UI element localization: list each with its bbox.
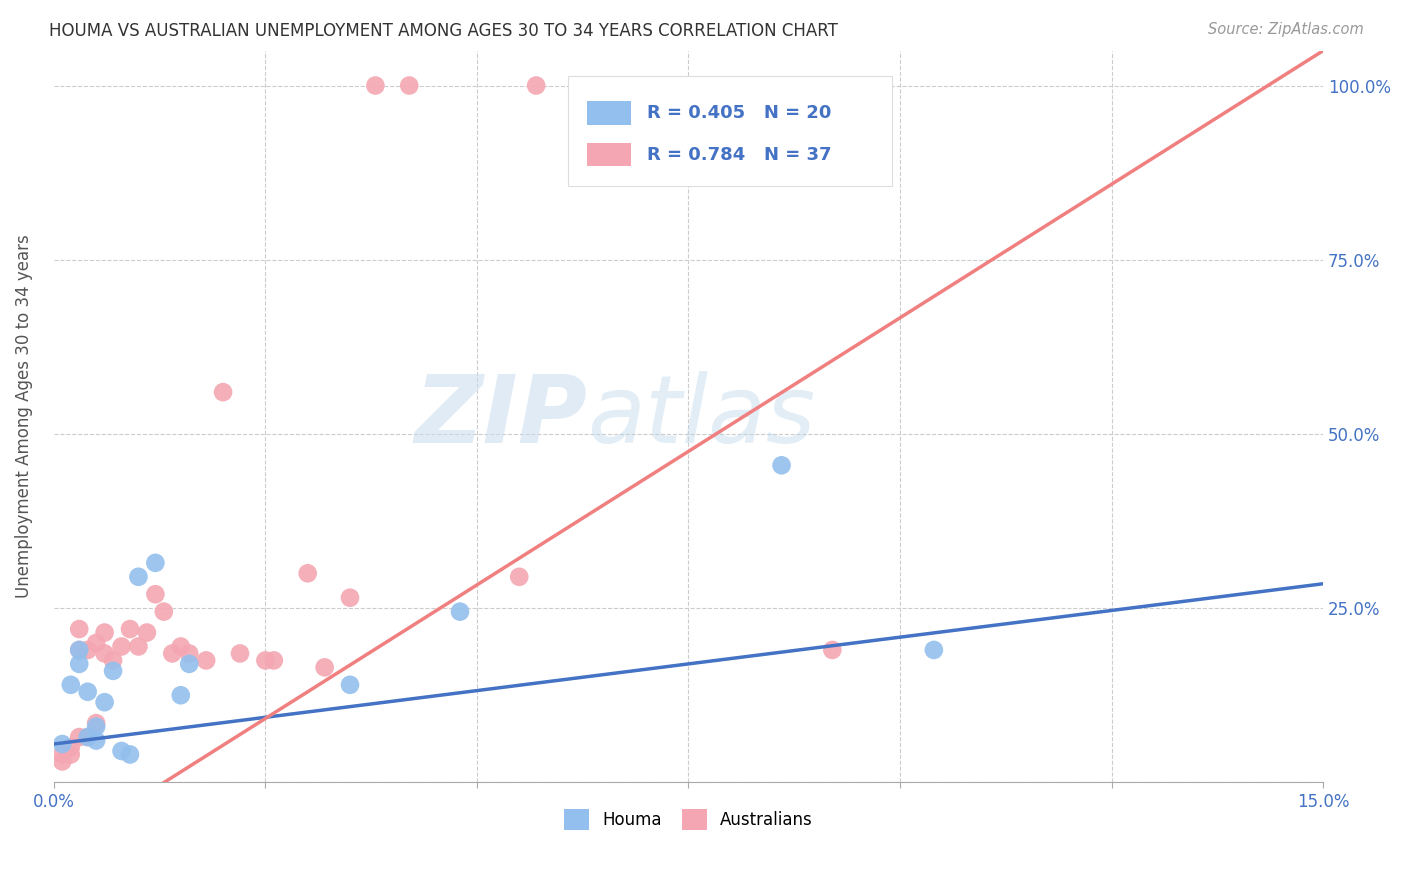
Point — [254, 653, 277, 667]
Point — [110, 640, 132, 654]
Point — [59, 678, 82, 692]
Point — [135, 625, 157, 640]
Point — [314, 660, 336, 674]
Point — [59, 747, 82, 762]
FancyBboxPatch shape — [568, 77, 891, 186]
FancyBboxPatch shape — [586, 101, 631, 125]
Point — [84, 636, 107, 650]
Point — [84, 733, 107, 747]
Point — [339, 591, 361, 605]
Point — [67, 622, 90, 636]
Point — [51, 737, 73, 751]
Point — [153, 605, 176, 619]
Text: R = 0.784   N = 37: R = 0.784 N = 37 — [647, 145, 831, 163]
Point — [398, 78, 420, 93]
Point — [67, 730, 90, 744]
Point — [339, 678, 361, 692]
Text: Source: ZipAtlas.com: Source: ZipAtlas.com — [1208, 22, 1364, 37]
Point — [508, 570, 530, 584]
Point — [524, 78, 547, 93]
Point — [170, 688, 193, 702]
Point — [145, 587, 167, 601]
Point — [195, 653, 218, 667]
Point — [76, 730, 98, 744]
Point — [127, 640, 149, 654]
Point — [127, 570, 149, 584]
Point — [51, 755, 73, 769]
Point — [162, 647, 184, 661]
Point — [76, 730, 98, 744]
Point — [297, 566, 319, 581]
Point — [821, 643, 844, 657]
Point — [229, 647, 252, 661]
Point — [118, 622, 141, 636]
Point — [101, 664, 124, 678]
Point — [67, 657, 90, 671]
Text: R = 0.405   N = 20: R = 0.405 N = 20 — [647, 103, 831, 122]
Point — [118, 747, 141, 762]
Point — [179, 647, 201, 661]
Point — [93, 695, 115, 709]
FancyBboxPatch shape — [586, 143, 631, 166]
Legend: Houma, Australians: Houma, Australians — [557, 803, 820, 836]
Point — [93, 625, 115, 640]
Point — [145, 556, 167, 570]
Point — [84, 716, 107, 731]
Point — [76, 643, 98, 657]
Point — [59, 740, 82, 755]
Point — [170, 640, 193, 654]
Point — [212, 385, 235, 400]
Point — [263, 653, 285, 667]
Point — [770, 458, 793, 473]
Point — [76, 685, 98, 699]
Point — [110, 744, 132, 758]
Point — [67, 643, 90, 657]
Point — [84, 720, 107, 734]
Text: HOUMA VS AUSTRALIAN UNEMPLOYMENT AMONG AGES 30 TO 34 YEARS CORRELATION CHART: HOUMA VS AUSTRALIAN UNEMPLOYMENT AMONG A… — [49, 22, 838, 40]
Point — [101, 653, 124, 667]
Point — [821, 78, 844, 93]
Text: ZIP: ZIP — [413, 370, 586, 463]
Point — [67, 643, 90, 657]
Point — [364, 78, 387, 93]
Point — [179, 657, 201, 671]
Point — [93, 647, 115, 661]
Point — [922, 643, 945, 657]
Point — [51, 747, 73, 762]
Point — [449, 605, 471, 619]
Y-axis label: Unemployment Among Ages 30 to 34 years: Unemployment Among Ages 30 to 34 years — [15, 235, 32, 599]
Text: atlas: atlas — [586, 371, 815, 462]
